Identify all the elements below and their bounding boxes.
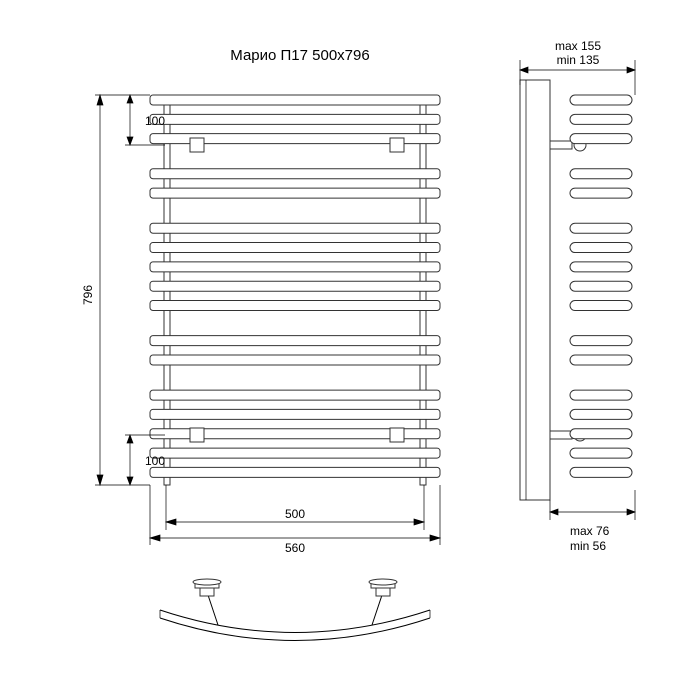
svg-text:500: 500 [285,507,305,521]
svg-text:560: 560 [285,541,305,555]
technical-drawing: Марио П17 500x796 796 100 100 500 [0,0,700,700]
diagram-title: Марио П17 500x796 [230,47,369,64]
top-view [160,579,430,641]
svg-text:min 135: min 135 [557,53,600,67]
front-view [150,95,440,485]
dim-projection: max 76 min 56 [550,490,635,553]
svg-text:min 56: min 56 [570,539,606,553]
svg-text:100: 100 [145,454,165,468]
connector-right [369,579,397,625]
svg-text:796: 796 [81,285,95,305]
side-view [520,80,632,500]
connector-left [193,579,221,625]
svg-text:max 76: max 76 [570,524,610,538]
svg-text:max 155: max 155 [555,39,601,53]
dim-796: 796 [81,95,150,485]
svg-text:100: 100 [145,114,165,128]
dim-500-560: 500 560 [150,485,440,555]
